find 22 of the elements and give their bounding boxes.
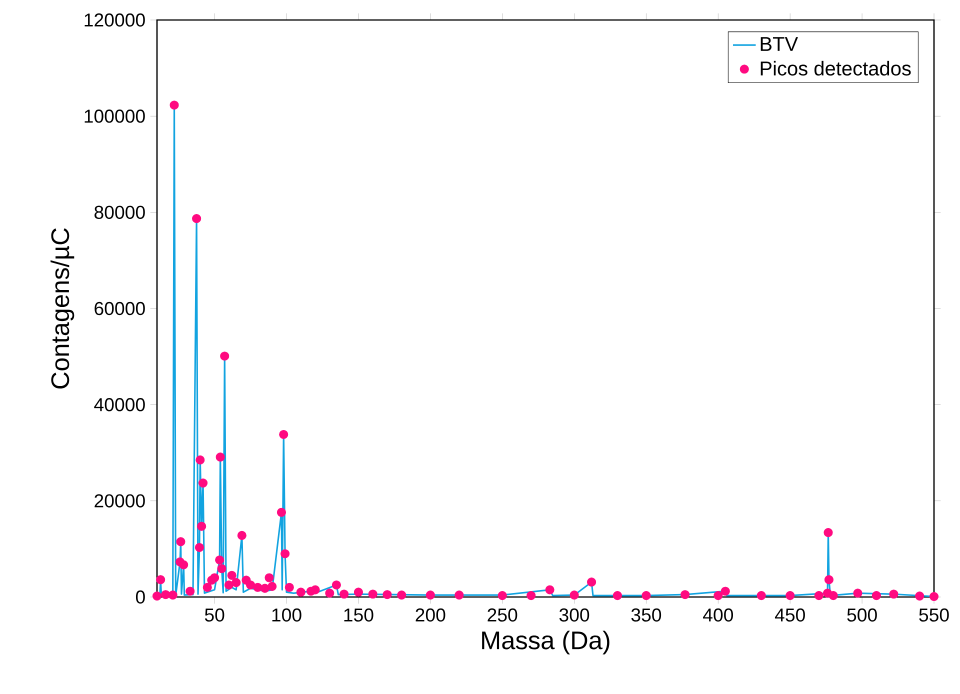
x-tick-label: 150	[344, 608, 374, 622]
x-tick-label: 300	[559, 608, 590, 622]
x-tick-label: 550	[919, 608, 949, 622]
x-tick-label: 250	[488, 608, 518, 622]
x-axis-title: Massa (Da)	[482, 630, 610, 654]
y-tick-label: 20000	[94, 494, 145, 508]
x-tick-label: 100	[272, 608, 302, 622]
x-tick-label: 450	[774, 608, 805, 622]
y-tick-label: 60000	[94, 302, 145, 316]
x-tick-label: 200	[416, 608, 446, 622]
y-tick-label: 80000	[94, 206, 145, 219]
y-tick-label: 40000	[94, 398, 145, 412]
x-tick-label: 350	[631, 608, 662, 622]
y-tick-label: 100000	[84, 110, 145, 123]
x-tick-label: 50	[204, 608, 224, 622]
y-axis-title: Contagens/µC	[50, 228, 74, 388]
x-tick-label: 500	[847, 608, 877, 622]
legend-label: BTV	[760, 37, 798, 51]
legend-label: Picos detectados	[760, 60, 911, 76]
x-tick-label: 400	[703, 608, 734, 622]
y-tick-label: 0	[136, 590, 145, 604]
y-tick-label: 120000	[84, 13, 145, 27]
